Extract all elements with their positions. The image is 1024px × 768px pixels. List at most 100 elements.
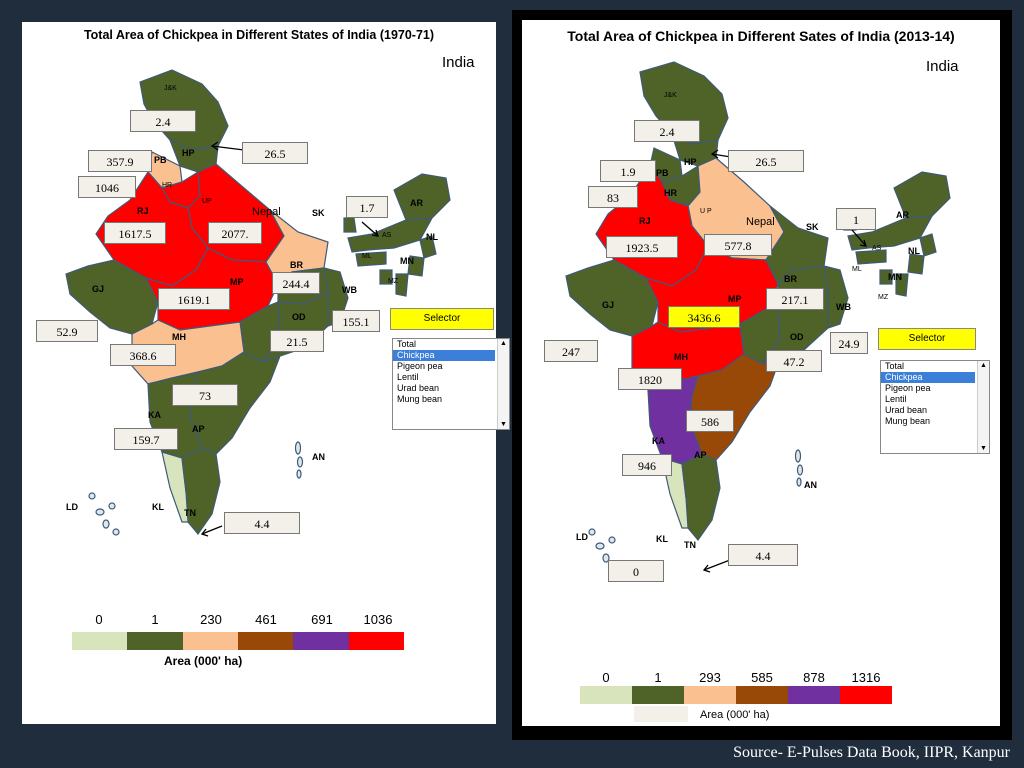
value-up: 2077. (208, 222, 262, 244)
label-ap: AP (192, 424, 205, 434)
region-an[interactable] (294, 441, 304, 479)
label-mh: MH (172, 332, 186, 342)
label-br: BR (290, 260, 303, 270)
label-pb: PB (656, 168, 669, 178)
region-tr[interactable] (379, 269, 393, 285)
label-nl: NL (908, 246, 920, 256)
region-ld[interactable] (88, 492, 120, 536)
label-as: AS (382, 232, 392, 239)
option-total[interactable]: Total (397, 339, 417, 349)
legend-tick: 1316 (851, 670, 881, 685)
value-gj: 52.9 (36, 320, 98, 342)
listbox-scrollbar[interactable]: ▲ ▼ (497, 339, 509, 429)
value-tn: 4.4 (728, 544, 798, 566)
region-ml[interactable] (855, 249, 887, 265)
label-ka: KA (148, 410, 161, 420)
listbox-scrollbar[interactable]: ▲ ▼ (977, 361, 989, 453)
label-mh: MH (674, 352, 688, 362)
value-kl: 0 (608, 560, 664, 582)
region-tr[interactable] (879, 269, 893, 285)
label-gj: GJ (92, 284, 105, 294)
option-mung-bean[interactable]: Mung bean (885, 416, 931, 426)
label-hp: HP (182, 148, 195, 158)
selector-button[interactable]: Selector (878, 328, 976, 350)
value-wb: 24.9 (830, 332, 868, 354)
region-ml[interactable] (355, 251, 387, 267)
option-lentil[interactable]: Lentil (397, 372, 419, 382)
region-ar[interactable] (393, 173, 451, 221)
value-jk: 2.4 (634, 120, 700, 142)
region-mn[interactable] (407, 255, 425, 277)
scroll-up-icon[interactable]: ▲ (500, 340, 507, 347)
scroll-down-icon[interactable]: ▼ (980, 445, 987, 452)
value-ap: 586 (686, 410, 734, 432)
crop-listbox[interactable]: Total Chickpea Pigeon pea Lentil Urad be… (880, 360, 990, 454)
value-ne: 1.7 (346, 196, 388, 218)
region-mz[interactable] (895, 273, 909, 297)
label-jk: J&K (164, 85, 177, 92)
label-nl: NL (426, 232, 438, 242)
crop-listbox[interactable]: Total Chickpea Pigeon pea Lentil Urad be… (392, 338, 510, 430)
option-urad-bean[interactable]: Urad bean (885, 405, 928, 415)
label-ka: KA (652, 436, 665, 446)
value-od: 21.5 (270, 330, 324, 352)
label-ml: ML (362, 253, 372, 260)
legend-swatch-4 (788, 686, 840, 704)
label-ml: ML (852, 266, 862, 273)
label-mz: MZ (878, 294, 889, 301)
option-pigeon-pea[interactable]: Pigeon pea (885, 383, 931, 393)
label-tn: TN (684, 540, 696, 550)
map-panel-1970: Total Area of Chickpea in Different Stat… (22, 22, 510, 724)
region-nl[interactable] (419, 235, 437, 259)
value-pb: 1.9 (600, 160, 656, 182)
legend-color-bar (580, 686, 892, 704)
region-mn[interactable] (907, 253, 925, 275)
label-mz: MZ (388, 278, 399, 285)
legend-tick: 691 (311, 612, 333, 627)
legend-swatch-0 (72, 632, 128, 650)
label-an: AN (804, 480, 817, 490)
legend-tick: 461 (255, 612, 277, 627)
option-pigeon-pea[interactable]: Pigeon pea (397, 361, 443, 371)
option-mung-bean[interactable]: Mung bean (397, 394, 443, 404)
label-hp: HP (684, 157, 697, 167)
region-mz[interactable] (395, 273, 409, 297)
label-up: U P (700, 208, 712, 215)
value-hr: 1046 (78, 176, 136, 198)
option-lentil[interactable]: Lentil (885, 394, 907, 404)
region-ka[interactable] (647, 375, 703, 465)
selector-button[interactable]: Selector (390, 308, 494, 330)
scroll-down-icon[interactable]: ▼ (500, 421, 507, 428)
legend-tick: 878 (803, 670, 825, 685)
value-hp: 26.5 (728, 150, 804, 172)
value-mh: 368.6 (110, 344, 176, 366)
region-sk[interactable] (343, 217, 357, 233)
legend-tick: 1 (654, 670, 662, 685)
label-sk: SK (806, 222, 819, 232)
option-urad-bean[interactable]: Urad bean (397, 383, 440, 393)
value-ap: 73 (172, 384, 238, 406)
region-an[interactable] (794, 449, 804, 487)
label-hr: HR (162, 182, 173, 189)
scroll-up-icon[interactable]: ▲ (980, 362, 987, 369)
label-rj: RJ (137, 206, 149, 216)
value-ne: 1 (836, 208, 876, 230)
value-tn: 4.4 (224, 512, 300, 534)
label-sk: SK (312, 208, 325, 218)
region-nl[interactable] (919, 233, 937, 257)
label-as: AS (872, 245, 882, 252)
label-mn: MN (400, 256, 414, 266)
region-tn[interactable] (681, 453, 721, 541)
value-hr: 83 (588, 186, 638, 208)
option-chickpea[interactable]: Chickpea (881, 372, 975, 383)
option-chickpea[interactable]: Chickpea (393, 350, 495, 361)
legend-swatch-2 (684, 686, 736, 704)
label-mp: MP (230, 277, 244, 287)
india-choropleth-map (565, 61, 951, 573)
value-mh: 1820 (618, 368, 682, 390)
legend-tick: 0 (602, 670, 610, 685)
legend-swatch-5 (840, 686, 892, 704)
legend-tick: 230 (200, 612, 222, 627)
option-total[interactable]: Total (885, 361, 905, 371)
region-tn[interactable] (181, 447, 221, 535)
